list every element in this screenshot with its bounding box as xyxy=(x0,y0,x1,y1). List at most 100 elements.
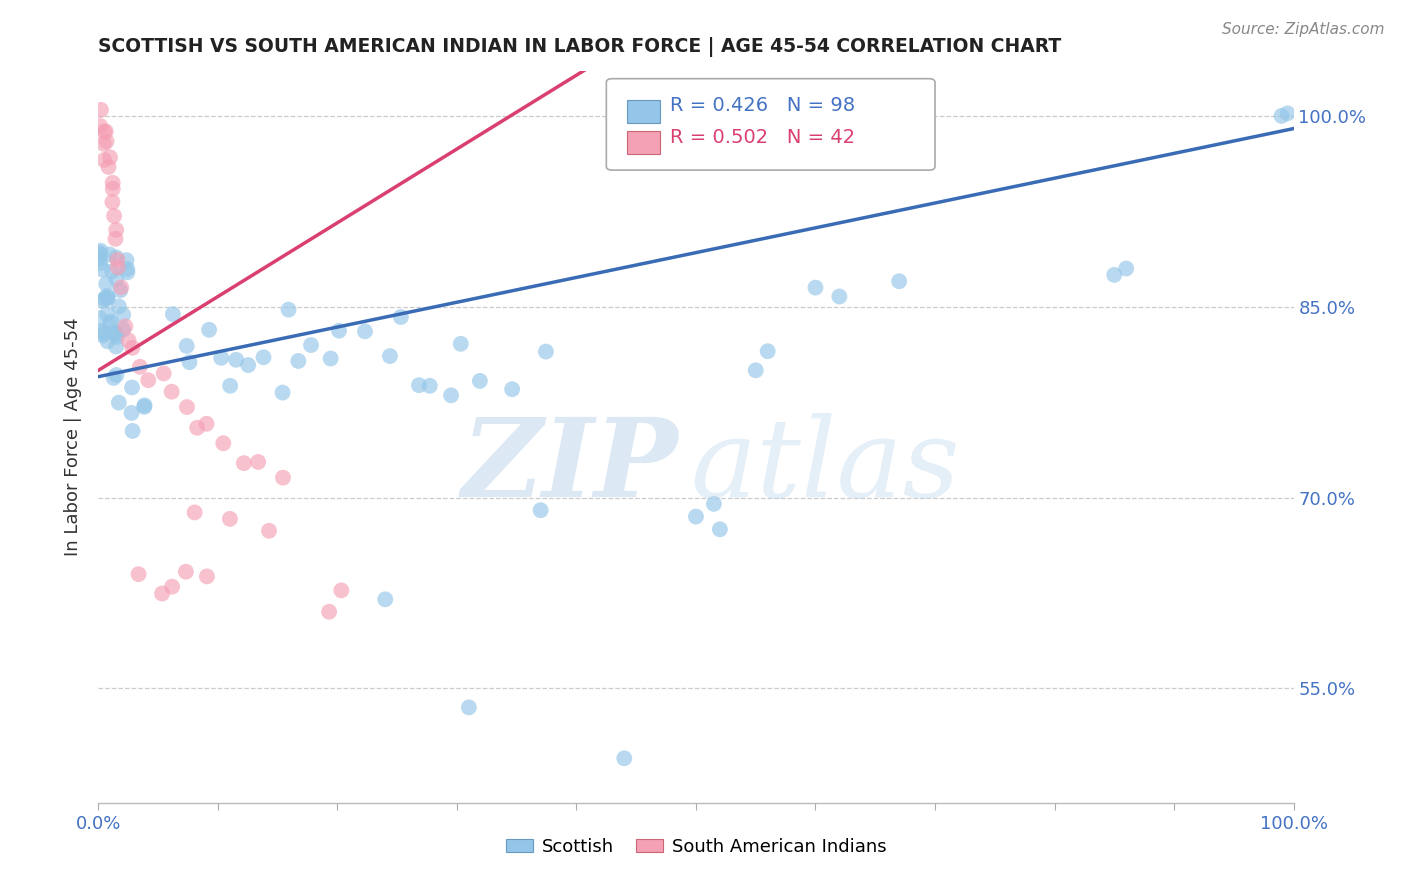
Point xyxy=(105,326,128,341)
Point xyxy=(90,103,112,117)
Point xyxy=(96,134,118,148)
Point xyxy=(150,586,173,600)
Point xyxy=(152,367,174,381)
Point xyxy=(121,380,143,394)
Point xyxy=(134,398,156,412)
Legend: Scottish, South American Indians: Scottish, South American Indians xyxy=(499,830,893,863)
Y-axis label: In Labor Force | Age 45-54: In Labor Force | Age 45-54 xyxy=(65,318,83,557)
Point xyxy=(108,395,131,409)
Point xyxy=(87,245,110,260)
Point xyxy=(134,400,156,414)
Point xyxy=(1271,109,1294,123)
Point xyxy=(408,378,430,392)
Point xyxy=(89,256,111,270)
Point xyxy=(101,182,124,196)
Point xyxy=(98,247,121,261)
Point xyxy=(257,524,280,538)
Point xyxy=(103,209,125,223)
Point xyxy=(105,330,128,344)
Point xyxy=(277,302,299,317)
Point xyxy=(534,344,557,359)
Point xyxy=(828,289,851,303)
Text: R = 0.426   N = 98: R = 0.426 N = 98 xyxy=(669,96,855,115)
Point xyxy=(89,119,111,133)
Point xyxy=(105,339,128,353)
Point xyxy=(330,583,353,598)
Point xyxy=(93,125,115,139)
Point xyxy=(709,522,731,536)
Point xyxy=(198,323,221,337)
Point xyxy=(186,421,208,435)
Point xyxy=(93,136,115,151)
Point xyxy=(96,291,118,305)
Point xyxy=(271,470,294,484)
Point xyxy=(745,363,768,377)
Point xyxy=(252,351,274,365)
Point xyxy=(107,260,129,275)
Point xyxy=(98,317,121,331)
Point xyxy=(195,569,218,583)
Point xyxy=(97,160,120,174)
Point xyxy=(103,371,125,385)
Point xyxy=(212,436,235,450)
Text: atlas: atlas xyxy=(690,413,960,520)
Point xyxy=(804,280,827,294)
Point xyxy=(100,315,122,329)
Point xyxy=(101,176,124,190)
Point xyxy=(97,291,120,305)
Text: ZIP: ZIP xyxy=(461,413,678,520)
Point xyxy=(108,300,131,314)
Point xyxy=(247,455,270,469)
Point xyxy=(889,274,911,288)
Point xyxy=(117,262,139,277)
Text: Source: ZipAtlas.com: Source: ZipAtlas.com xyxy=(1222,22,1385,37)
Point xyxy=(128,359,150,374)
FancyBboxPatch shape xyxy=(606,78,935,170)
Point xyxy=(101,264,124,278)
Point xyxy=(179,355,201,369)
Point xyxy=(91,262,114,277)
Point xyxy=(121,424,143,438)
Point xyxy=(91,293,114,308)
Point xyxy=(613,751,636,765)
Point xyxy=(160,580,183,594)
Point xyxy=(287,354,309,368)
Point xyxy=(703,497,725,511)
Point xyxy=(450,336,472,351)
Point xyxy=(93,292,115,306)
Point xyxy=(107,252,129,267)
Point xyxy=(89,311,111,326)
Point xyxy=(96,334,118,349)
Point xyxy=(501,382,523,396)
Point xyxy=(98,150,121,164)
Point xyxy=(176,339,198,353)
FancyBboxPatch shape xyxy=(627,100,661,122)
Point xyxy=(105,223,128,237)
Point xyxy=(458,700,481,714)
Point xyxy=(389,310,412,324)
Text: R = 0.502   N = 42: R = 0.502 N = 42 xyxy=(669,128,855,146)
Point xyxy=(225,352,247,367)
Point xyxy=(160,384,183,399)
Point xyxy=(374,592,396,607)
Point xyxy=(209,351,232,365)
Point xyxy=(1115,261,1137,276)
Point xyxy=(232,456,254,470)
Point xyxy=(219,512,242,526)
Point xyxy=(117,265,139,279)
Point xyxy=(136,373,159,387)
Point xyxy=(299,338,322,352)
Point xyxy=(104,232,127,246)
Point xyxy=(121,406,143,420)
Point xyxy=(117,334,139,348)
Point xyxy=(128,567,150,582)
Point xyxy=(162,307,184,321)
Point xyxy=(105,368,128,382)
Point xyxy=(1104,268,1126,282)
Text: SCOTTISH VS SOUTH AMERICAN INDIAN IN LABOR FORCE | AGE 45-54 CORRELATION CHART: SCOTTISH VS SOUTH AMERICAN INDIAN IN LAB… xyxy=(98,37,1062,57)
Point xyxy=(685,509,707,524)
Point xyxy=(440,388,463,402)
Point xyxy=(318,605,340,619)
Point xyxy=(94,277,117,291)
Point xyxy=(101,194,124,209)
